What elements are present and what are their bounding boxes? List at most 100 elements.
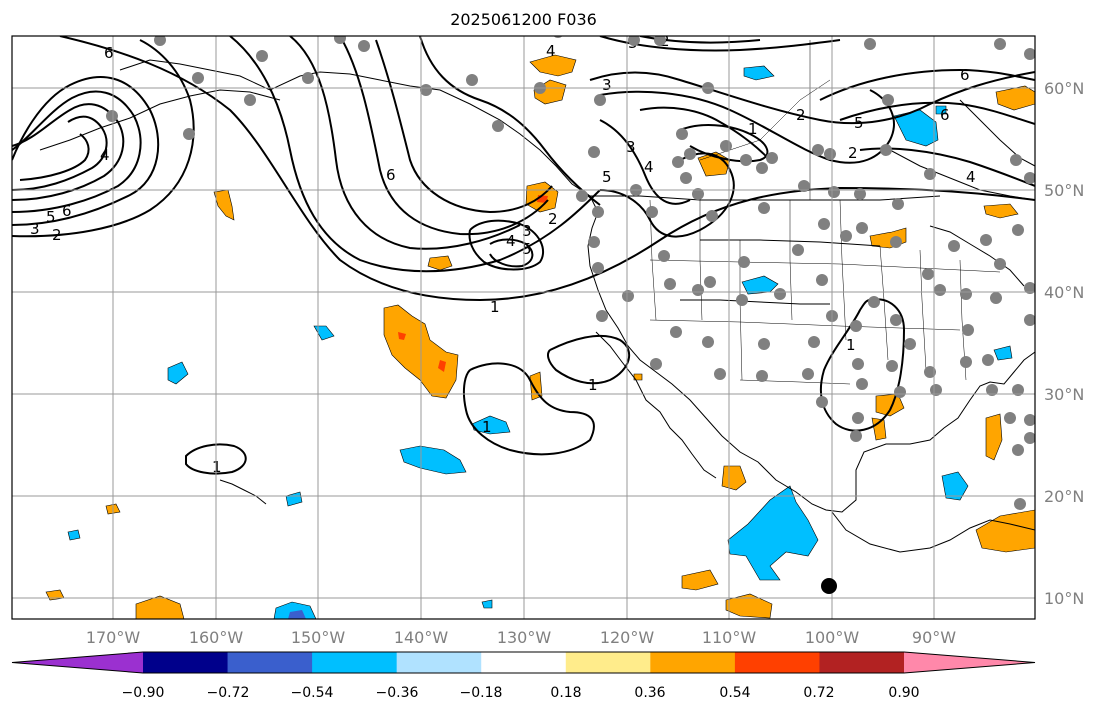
colorbar-tick-label: −0.54 <box>291 685 334 701</box>
contour-label: 4 <box>644 158 654 176</box>
contour-label: 2 <box>548 210 558 228</box>
contour-label: 2 <box>796 106 806 124</box>
contour-label: 6 <box>386 166 396 184</box>
fill-positive <box>995 85 1035 111</box>
contour-label: 6 <box>940 106 950 124</box>
fill-positive <box>398 332 406 340</box>
marker-dot <box>821 578 837 594</box>
contour-label: 2 <box>52 226 62 244</box>
contour-lines <box>12 36 1035 475</box>
contour-label: 3 <box>626 138 636 156</box>
map-title: 2025061200 F036 <box>450 10 597 29</box>
colorbar-segment <box>396 652 482 673</box>
lat-label: 50°N <box>1044 181 1084 200</box>
fill-positive <box>438 360 446 372</box>
lon-label: 160°W <box>189 628 244 647</box>
lon-label: 90°W <box>912 628 956 647</box>
anomaly-fills <box>45 54 1035 619</box>
fill-positive <box>985 413 1003 461</box>
contour-label: 1 <box>490 298 500 316</box>
colorbar-segment <box>312 652 398 673</box>
contour-label: 6 <box>960 66 970 84</box>
fill-negative <box>935 105 947 115</box>
fill-positive <box>427 255 453 271</box>
lon-label: 110°W <box>702 628 757 647</box>
colorbar-tick-label: −0.72 <box>207 685 250 701</box>
lat-label: 40°N <box>1044 283 1084 302</box>
contour-label: 3 <box>30 220 40 238</box>
fill-negative <box>471 415 511 435</box>
lon-label: 150°W <box>291 628 346 647</box>
fill-negative <box>399 445 467 475</box>
station-dots <box>106 36 1035 510</box>
colorbar-segment <box>481 652 567 673</box>
contour-labels: 4 5 6 3 2 6 4 3 5 2 1 3 3 4 5 1 2 6 6 5 … <box>30 36 976 476</box>
fill-negative <box>67 529 81 541</box>
lat-label: 30°N <box>1044 385 1084 404</box>
contour-label: 3 <box>602 76 612 94</box>
colorbar-segment <box>819 652 905 673</box>
contour-label: 5 <box>46 208 56 226</box>
lon-label: 100°W <box>805 628 860 647</box>
colorbar-tick-label: 0.90 <box>888 685 919 701</box>
lat-label: 60°N <box>1044 79 1084 98</box>
fill-negative <box>727 485 819 581</box>
contour-label: 6 <box>62 202 72 220</box>
colorbar-tick-label: 0.54 <box>719 685 750 701</box>
lon-label: 130°W <box>497 628 552 647</box>
contour-label: 4 <box>506 232 516 250</box>
contour-label: 1 <box>748 120 758 138</box>
colorbar-tick-label: 0.36 <box>634 685 665 701</box>
contour-label: 5 <box>854 114 864 132</box>
contour-label: 5 <box>602 168 612 186</box>
colorbar-segment <box>650 652 736 673</box>
fill-positive <box>975 509 1035 553</box>
colorbar-segment <box>143 652 229 673</box>
contour-label: 3 <box>522 222 532 240</box>
lat-label: 10°N <box>1044 589 1084 608</box>
contour-label: 4 <box>966 168 976 186</box>
lat-labels: 60°N 50°N 40°N 30°N 20°N 10°N <box>1044 79 1084 608</box>
lat-label: 20°N <box>1044 487 1084 506</box>
fill-positive <box>871 417 887 441</box>
contour-label: 1 <box>212 458 222 476</box>
contour-label: 1 <box>846 336 856 354</box>
fill-negative <box>893 109 939 147</box>
graticule <box>12 36 1035 619</box>
fill-negative <box>941 471 969 501</box>
lon-label: 120°W <box>600 628 655 647</box>
coastlines <box>39 59 1035 553</box>
lon-label: 170°W <box>86 628 141 647</box>
colorbar-segment <box>227 652 313 673</box>
fill-negative <box>743 65 775 81</box>
colorbar-outline <box>11 651 1036 674</box>
fill-positive <box>681 569 719 591</box>
colorbar-tick-label: −0.90 <box>122 685 165 701</box>
fill-positive <box>135 595 185 619</box>
colorbar-tick-label: 0.18 <box>550 685 581 701</box>
fill-positive <box>725 593 773 619</box>
fill-negative <box>313 325 335 341</box>
fill-negative <box>993 345 1013 361</box>
fill-negative <box>167 361 189 385</box>
colorbar-tick-label: −0.18 <box>460 685 503 701</box>
colorbar-segment <box>565 652 651 673</box>
contour-label: 4 <box>100 146 110 164</box>
contour-label: 6 <box>104 44 114 62</box>
contour-label: 2 <box>848 144 858 162</box>
map-frame <box>11 35 1036 620</box>
lon-label: 140°W <box>394 628 449 647</box>
lon-labels: 170°W 160°W 150°W 140°W 130°W 120°W 110°… <box>86 628 956 647</box>
colorbar-extend-high <box>904 652 1035 673</box>
fill-negative <box>273 601 317 619</box>
fill-positive <box>721 465 747 491</box>
fill-negative <box>481 599 493 609</box>
fill-positive <box>983 203 1019 219</box>
colorbar-extend-low <box>12 652 143 673</box>
colorbar-segment <box>734 652 820 673</box>
colorbar-tick-label: −0.36 <box>376 685 419 701</box>
colorbar-tick-label: 0.72 <box>803 685 834 701</box>
contour-label: 4 <box>546 42 556 60</box>
colorbar <box>11 651 1036 674</box>
